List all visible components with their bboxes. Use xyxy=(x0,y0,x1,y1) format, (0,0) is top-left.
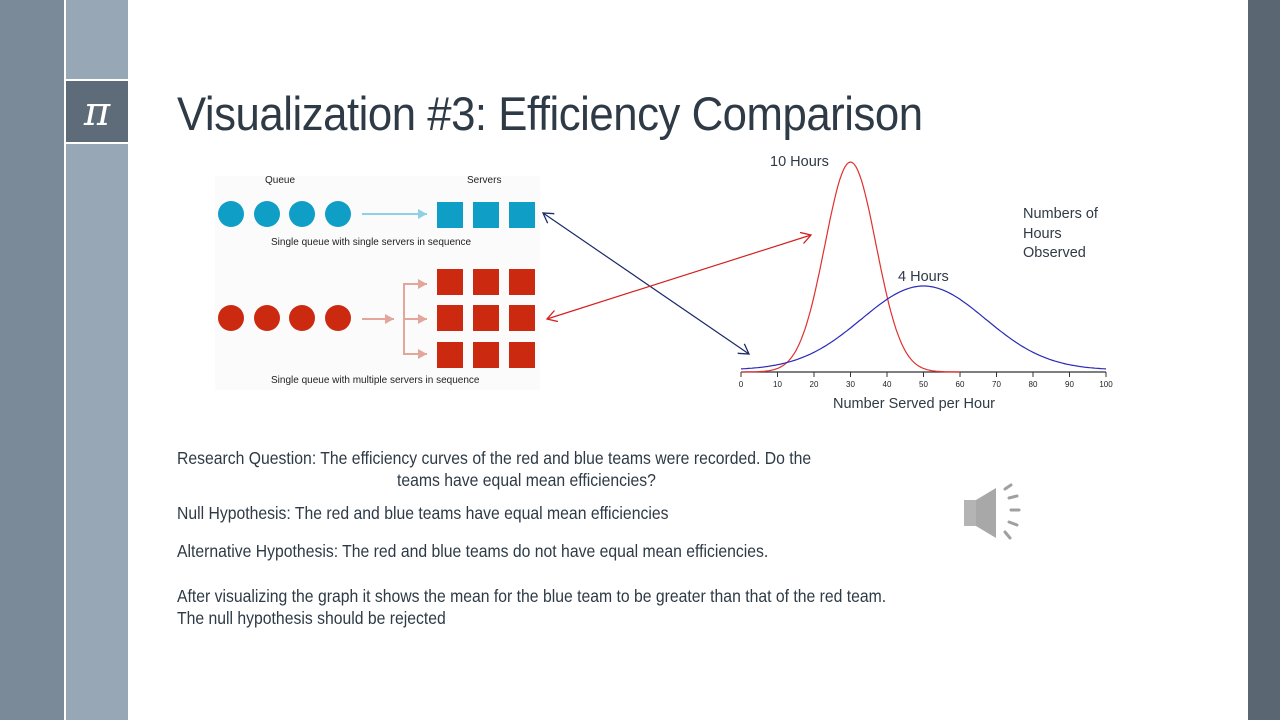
x-tick: 10 xyxy=(773,380,782,389)
x-tick: 60 xyxy=(955,380,965,389)
x-tick: 0 xyxy=(738,380,744,389)
slide-title: Visualization #3: Efficiency Comparison xyxy=(177,87,923,140)
top-caption: Single queue with single servers in sequ… xyxy=(271,237,472,248)
red-server-square xyxy=(437,342,463,368)
x-tick: 50 xyxy=(919,380,928,389)
red-server-square xyxy=(509,342,535,368)
pi-icon: π xyxy=(66,79,128,144)
y-label-line: Hours xyxy=(1023,225,1062,242)
bottom-caption: Single queue with multiple servers in se… xyxy=(271,375,480,386)
red-server-square xyxy=(473,269,499,295)
speaker-icon[interactable] xyxy=(964,483,1021,540)
red-queue-circle xyxy=(289,305,315,331)
queue-label: Queue xyxy=(265,175,296,186)
null-hypothesis: Null Hypothesis: The red and blue teams … xyxy=(177,503,669,523)
y-axis-label: Numbers of Hours Observed xyxy=(1023,205,1098,264)
blue-connector-arrow xyxy=(543,213,749,354)
red-peak-label: 10 Hours xyxy=(770,154,829,170)
conclusion-line-2: The null hypothesis should be rejected xyxy=(177,608,446,628)
x-tick: 100 xyxy=(1099,380,1113,389)
servers-label: Servers xyxy=(467,175,502,186)
red-queue-circle xyxy=(218,305,244,331)
blue-queue-circle xyxy=(289,201,315,227)
red-server-square xyxy=(473,305,499,331)
blue-server-square xyxy=(437,202,463,228)
research-question: Research Question: The efficiency curves… xyxy=(177,448,812,468)
blue-peak-label: 4 Hours xyxy=(898,269,949,285)
blue-team-curve xyxy=(740,285,1107,370)
blue-server-square xyxy=(473,202,499,228)
blue-queue-circle xyxy=(325,201,351,227)
red-server-square xyxy=(509,269,535,295)
conclusion-line-1: After visualizing the graph it shows the… xyxy=(177,586,887,606)
right-sidebar-bar xyxy=(1248,0,1280,720)
red-server-square xyxy=(473,342,499,368)
x-tick: 80 xyxy=(1028,380,1038,389)
x-tick: 40 xyxy=(882,380,892,389)
blue-server-square xyxy=(509,202,535,228)
sidebar-divider xyxy=(64,0,66,720)
red-team-curve xyxy=(741,161,960,373)
red-connector-arrow xyxy=(547,235,811,319)
red-queue-circle xyxy=(254,305,280,331)
red-server-square xyxy=(437,269,463,295)
alternative-hypothesis: Alternative Hypothesis: The red and blue… xyxy=(177,541,769,561)
left-sidebar-bar xyxy=(0,0,64,720)
x-tick: 30 xyxy=(846,380,855,389)
y-label-line: Numbers of xyxy=(1023,206,1098,222)
y-label-line: Observed xyxy=(1023,245,1086,261)
queue-diagram: Queue Servers Single queue with single s… xyxy=(215,175,540,390)
x-tick: 90 xyxy=(1065,380,1074,389)
blue-queue-circle xyxy=(218,201,244,227)
red-server-square xyxy=(437,305,463,331)
red-server-square xyxy=(509,305,535,331)
x-tick: 20 xyxy=(809,380,819,389)
red-queue-circle xyxy=(325,305,351,331)
x-axis-label: Number Served per Hour xyxy=(833,396,995,412)
pi-glyph: π xyxy=(83,88,111,135)
x-tick: 70 xyxy=(992,380,1001,389)
blue-queue-circle xyxy=(254,201,280,227)
research-question-cont: teams have equal mean efficiencies? xyxy=(397,470,656,490)
